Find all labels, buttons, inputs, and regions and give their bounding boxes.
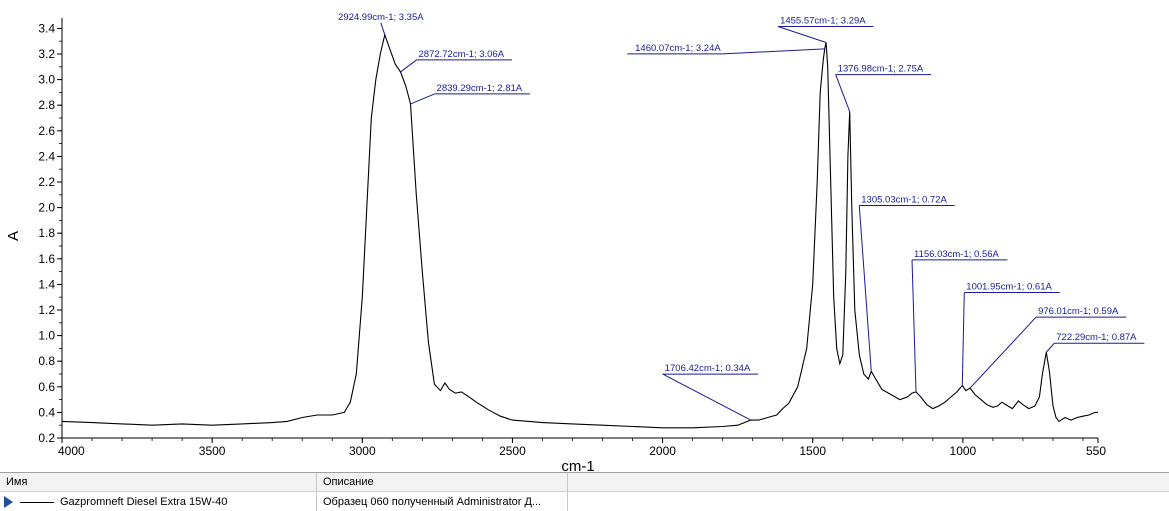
legend-row-name[interactable]: Gazpromneft Diesel Extra 15W-40	[14, 493, 314, 511]
y-tick-label: 2.6	[38, 124, 55, 138]
x-tick-label: 2500	[499, 444, 526, 458]
legend-table: Имя Описание Gazpromneft Diesel Extra 15…	[0, 472, 1169, 511]
annotation-leader-line	[722, 48, 825, 55]
y-tick-label: 2.2	[38, 175, 55, 189]
y-tick-label: 0.8	[38, 354, 55, 368]
y-tick-label: 0.6	[38, 380, 55, 394]
annotation-leader-line	[662, 373, 751, 421]
y-tick-label: 3.2	[38, 47, 55, 61]
annotations-layer: 2924.99cm-1; 3.35A 2872.72cm-1; 3.06A 2839…	[338, 12, 1145, 421]
annotation-leader-line	[969, 316, 1037, 389]
y-tick-label: 2.0	[38, 201, 55, 215]
annotation-leader-line	[961, 292, 965, 386]
y-tick-label: 1.6	[38, 252, 55, 266]
column-divider[interactable]	[567, 473, 568, 511]
y-tick-label: 2.8	[38, 98, 55, 112]
x-tick-label: 1500	[799, 444, 826, 458]
y-tick-label: 1.2	[38, 303, 55, 317]
y-tick-label: 3.4	[38, 21, 55, 35]
series-layer	[61, 32, 1098, 429]
annotation-leader-line	[911, 259, 917, 392]
y-tick-label: 0.4	[38, 405, 55, 419]
peak-annotation-label: 2872.72cm-1; 3.06A	[419, 49, 505, 60]
peak-annotation-label: 1156.03cm-1; 0.56A	[914, 249, 1000, 260]
y-axis-title: A	[5, 231, 22, 241]
x-tick-label: 1000	[950, 444, 977, 458]
peak-annotation-label: 1376.98cm-1; 2.75A	[838, 64, 924, 75]
spectrum-chart: 0.2 0.4 0.6 0.8 1.0 1.2 1.4 1.6 1.8 2.0 2.2 2.4 2.6 2…	[5, 12, 1145, 472]
legend-row-description[interactable]: Образец 060 полученный Administrator Д..…	[323, 496, 542, 508]
annotation-leader-line	[777, 26, 827, 43]
y-tick-label: 0.2	[38, 431, 55, 445]
tick-labels: 0.2 0.4 0.6 0.8 1.0 1.2 1.4 1.6 1.8 2.0 2.2 2.4 2.6 2…	[38, 21, 1106, 458]
peak-annotation-label: 1305.03cm-1; 0.72A	[861, 194, 947, 205]
y-tick-label: 1.4	[38, 277, 55, 291]
y-tick-label: 1.0	[38, 329, 55, 343]
y-tick-label: 2.4	[38, 149, 55, 163]
play-arrow-icon[interactable]	[4, 496, 13, 508]
x-axis-title: cm-1	[561, 458, 594, 472]
legend-header-name[interactable]: Имя	[0, 473, 316, 492]
x-tick-label: 2000	[649, 444, 676, 458]
legend-header-description[interactable]: Описание	[317, 473, 567, 492]
annotation-leader-line	[410, 93, 435, 105]
y-tick-label: 3.0	[38, 73, 55, 87]
series-name: Gazpromneft Diesel Extra 15W-40	[60, 496, 228, 508]
annotation-leader-line	[1045, 342, 1055, 353]
peak-annotation-label: 2924.99cm-1; 3.35A	[338, 12, 424, 23]
peak-annotation-label: 2839.29cm-1; 2.81A	[437, 83, 523, 94]
axes	[57, 18, 1099, 443]
column-divider[interactable]	[316, 473, 317, 511]
x-tick-label: 4000	[58, 444, 85, 458]
peak-annotation-label: 1706.42cm-1; 0.34A	[665, 363, 751, 374]
annotation-leader-line	[380, 22, 386, 35]
x-tick-label: 550	[1086, 444, 1106, 458]
y-tick-label: 1.8	[38, 226, 55, 240]
series-line-swatch	[20, 501, 54, 503]
x-tick-label: 3500	[199, 444, 226, 458]
annotation-leader-line	[400, 59, 417, 73]
x-tick-label: 3000	[349, 444, 376, 458]
peak-annotation-label: 976.01cm-1; 0.59A	[1038, 306, 1119, 317]
peak-annotation-label: 1455.57cm-1; 3.29A	[780, 15, 866, 26]
peak-annotation-label: 1460.07cm-1; 3.24A	[635, 43, 721, 54]
annotation-leader-line	[835, 74, 851, 112]
spectrum-series-line	[61, 32, 1098, 429]
legend-header-empty	[568, 473, 1169, 492]
peak-annotation-label: 1001.95cm-1; 0.61A	[966, 282, 1052, 293]
peak-annotation-label: 722.29cm-1; 0.87A	[1056, 332, 1137, 343]
annotation-leader-line	[858, 205, 872, 372]
